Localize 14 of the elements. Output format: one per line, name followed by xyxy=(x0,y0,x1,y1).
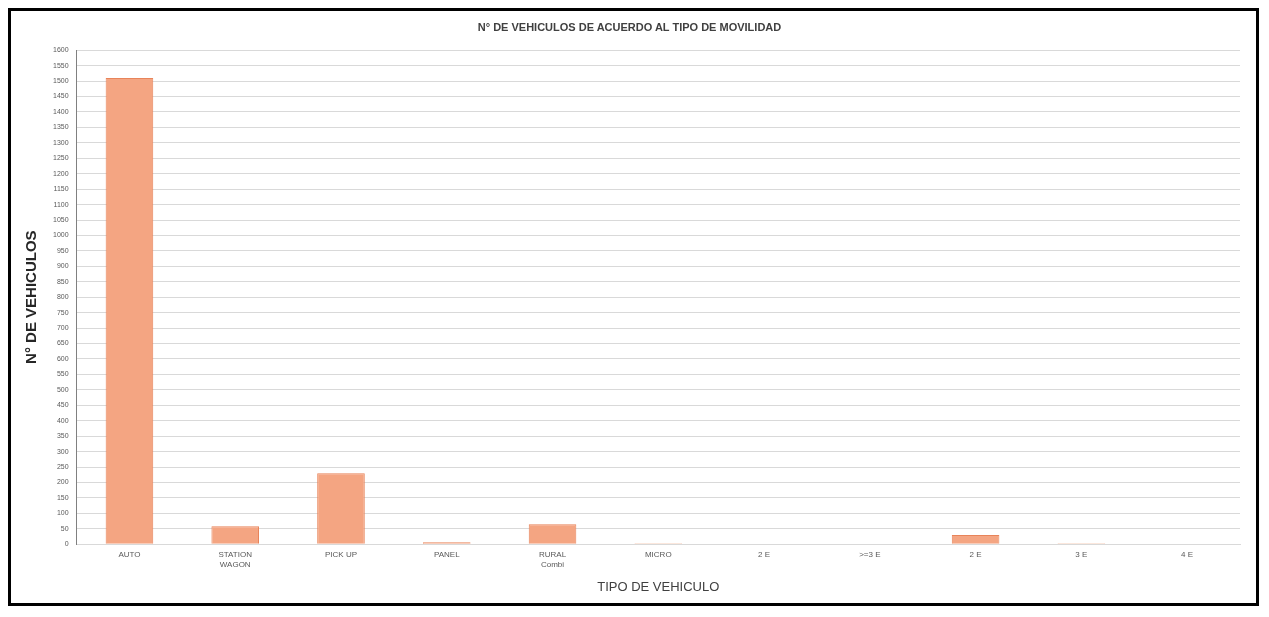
x-tick-label: MICRO xyxy=(644,550,672,560)
x-tick-label: PANEL xyxy=(433,550,461,560)
x-tick-label: AUTO xyxy=(118,550,141,560)
x-tick-label: PICK UP xyxy=(324,550,357,560)
x-tick-label: 2 E xyxy=(969,550,982,560)
x-tick-label: RURAL Combi xyxy=(538,550,567,569)
x-tick-label: 2 E xyxy=(758,550,771,560)
x-tick-label: STATION WAGON xyxy=(218,550,253,569)
x-tick-label: >=3 E xyxy=(859,550,881,560)
x-tick-label: 4 E xyxy=(1181,550,1194,560)
x-tick-label: 3 E xyxy=(1075,550,1088,560)
y-axis-title: N° DE VEHICULOS xyxy=(22,230,40,364)
chart-title: N° DE VEHICULOS DE ACUERDO AL TIPO DE MOVILIDAD xyxy=(477,20,782,33)
x-axis-title: TIPO DE VEHICULO xyxy=(597,578,720,594)
